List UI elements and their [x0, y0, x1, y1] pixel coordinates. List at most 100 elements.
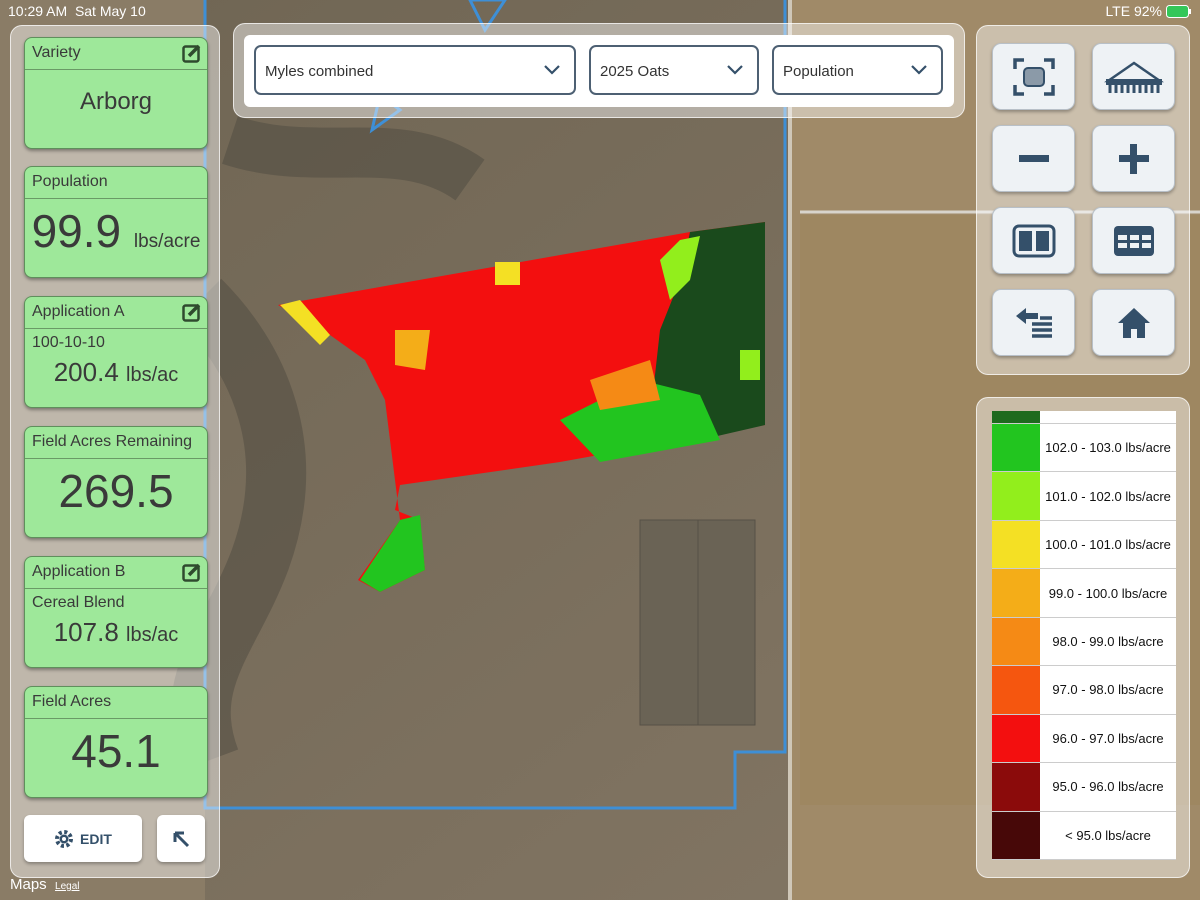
- implement-icon: [1103, 60, 1164, 93]
- legend-text-cell: < 95.0 lbs/acre: [1040, 811, 1176, 859]
- legend-swatch: [992, 424, 1040, 472]
- status-time: 10:29 AM Sat May 10: [8, 3, 146, 19]
- legend-text-cell: 102.0 - 103.0 lbs/acre: [1040, 424, 1176, 472]
- edit-icon[interactable]: [182, 563, 201, 587]
- card-subtitle: 100-10-10: [32, 334, 105, 351]
- card-title: Field Acres: [25, 687, 207, 719]
- legend-label: 99.0 - 100.0 lbs/acre: [1048, 585, 1168, 601]
- unit: lbs/ac: [126, 364, 179, 386]
- legend-text-cell: 99.0 - 100.0 lbs/acre: [1040, 569, 1176, 617]
- value: 269.5: [58, 465, 174, 517]
- chevron: [911, 65, 927, 75]
- dropdown[interactable]: Population: [772, 45, 943, 95]
- info-card: Field Acres 45.1: [24, 686, 208, 798]
- legend-swatch: [992, 811, 1040, 859]
- expand-button[interactable]: [157, 815, 205, 862]
- legend-text-cell: 96.0 - 97.0 lbs/acre: [1040, 714, 1176, 763]
- card-subtitle: Cereal Blend: [32, 594, 125, 611]
- unit: lbs/acre: [133, 231, 201, 252]
- legend-swatch: [992, 714, 1040, 763]
- card-value: 45.1: [25, 724, 207, 778]
- date: Sat May 10: [74, 3, 146, 19]
- legend: 102.0 - 103.0 lbs/acre 101.0 - 102.0 lbs/…: [992, 411, 1176, 860]
- arrow-icon: [173, 831, 190, 847]
- minus-icon: [1018, 154, 1049, 162]
- card-value: 99.9 lbs/acre: [25, 204, 207, 258]
- legend-text-cell: 97.0 - 98.0 lbs/acre: [1040, 666, 1176, 714]
- dropdown-label: Population: [783, 63, 854, 80]
- split-button[interactable]: [992, 207, 1075, 274]
- legend-label: 98.0 - 99.0 lbs/acre: [1052, 633, 1164, 649]
- layers-button[interactable]: [992, 289, 1075, 356]
- value: Arborg: [79, 88, 153, 115]
- info-card: Application A 100-10-10 200.4 lbs/ac: [24, 296, 208, 408]
- card-title: Variety: [25, 38, 207, 70]
- split-icon: [1012, 224, 1055, 257]
- edit-icon[interactable]: [182, 303, 201, 327]
- pencil-icon: [182, 44, 201, 63]
- legend-row: 100.0 - 101.0 lbs/acre: [992, 520, 1176, 570]
- legend-label: 97.0 - 98.0 lbs/acre: [1052, 682, 1164, 698]
- value: 107.8: [53, 617, 119, 647]
- card-value: Arborg: [25, 88, 207, 116]
- legend-text-cell: 100.0 - 101.0 lbs/acre: [1040, 520, 1176, 569]
- legend-text-cell: 95.0 - 96.0 lbs/acre: [1040, 763, 1176, 811]
- legend-row: 99.0 - 100.0 lbs/acre: [992, 569, 1176, 618]
- home-icon: [1117, 307, 1150, 338]
- legend-row: 102.0 - 103.0 lbs/acre: [992, 424, 1176, 473]
- implement-button[interactable]: [1092, 43, 1175, 110]
- edit-icon[interactable]: [182, 44, 201, 68]
- maps-logo: Maps Legal: [10, 876, 80, 893]
- network: LTE: [1105, 3, 1131, 19]
- legend-row: 95.0 - 96.0 lbs/acre: [992, 763, 1176, 812]
- legend-label: 95.0 - 96.0 lbs/acre: [1052, 779, 1164, 795]
- legend-row: < 95.0 lbs/acre: [992, 811, 1176, 860]
- card-value: 107.8 lbs/ac: [25, 617, 207, 648]
- fit-button[interactable]: [992, 43, 1075, 110]
- legend-text-cell: [1040, 411, 1176, 423]
- status-right: LTE 92%: [1105, 3, 1162, 19]
- info-card: Application B Cereal Blend 107.8 lbs/ac: [24, 556, 208, 668]
- info-card: Field Acres Remaining 269.5: [24, 426, 208, 538]
- legend-row: [992, 411, 1176, 424]
- battery-icon: [1166, 5, 1191, 18]
- value: 200.4: [53, 357, 119, 387]
- dropdown[interactable]: 2025 Oats: [589, 45, 759, 95]
- time: 10:29 AM: [8, 3, 68, 19]
- fit-icon: [1012, 57, 1055, 96]
- legend-swatch: [992, 666, 1040, 714]
- card-title: Population: [25, 167, 207, 199]
- legend-row: 101.0 - 102.0 lbs/acre: [992, 472, 1176, 521]
- legal-link[interactable]: Legal: [55, 881, 80, 892]
- pencil-icon: [182, 563, 201, 582]
- unit: lbs/ac: [126, 624, 179, 646]
- legend-swatch: [992, 569, 1040, 617]
- card-value: 200.4 lbs/ac: [25, 357, 207, 388]
- legend-row: 96.0 - 97.0 lbs/acre: [992, 714, 1176, 764]
- legend-row: 98.0 - 99.0 lbs/acre: [992, 617, 1176, 667]
- plus-icon: [1118, 143, 1149, 174]
- info-card: Variety Arborg: [24, 37, 208, 149]
- chevron: [727, 65, 743, 75]
- home-button[interactable]: [1092, 289, 1175, 356]
- legend-swatch: [992, 411, 1040, 423]
- table-button[interactable]: [1092, 207, 1175, 274]
- legend-row: 97.0 - 98.0 lbs/acre: [992, 666, 1176, 715]
- chevron: [544, 65, 560, 75]
- maps: Maps: [10, 876, 47, 893]
- legend-label: 96.0 - 97.0 lbs/acre: [1052, 730, 1164, 746]
- legend-label: 101.0 - 102.0 lbs/acre: [1045, 488, 1171, 504]
- edit-button[interactable]: EDIT: [24, 815, 142, 862]
- dropdown-label: Myles combined: [265, 63, 374, 80]
- layers-icon: [1015, 307, 1052, 338]
- card-title: Application A: [25, 297, 207, 329]
- zoom-out-button[interactable]: [992, 125, 1075, 192]
- table-icon: [1113, 225, 1154, 256]
- dropdown-label: 2025 Oats: [600, 63, 670, 80]
- pencil-icon: [182, 303, 201, 322]
- value: 45.1: [71, 725, 161, 777]
- zoom-in-button[interactable]: [1092, 125, 1175, 192]
- legend-swatch: [992, 617, 1040, 666]
- dropdown[interactable]: Myles combined: [254, 45, 576, 95]
- card-title: Application B: [25, 557, 207, 589]
